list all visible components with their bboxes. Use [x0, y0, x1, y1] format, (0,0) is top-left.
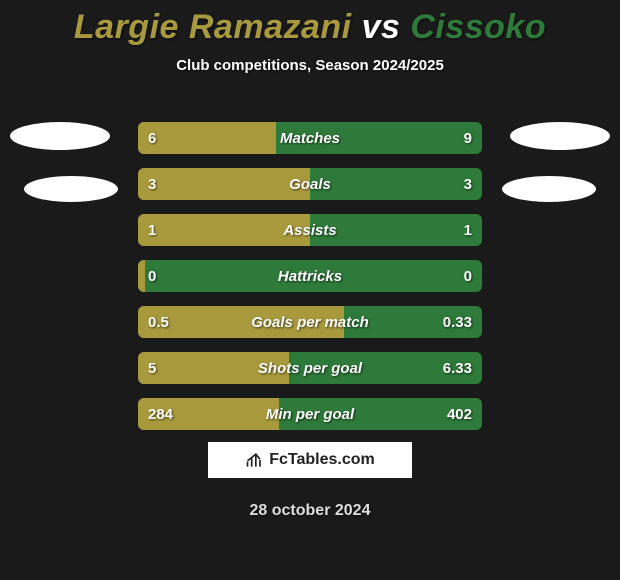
chart-icon — [245, 450, 265, 470]
decor-ellipse-right-1 — [510, 122, 610, 150]
title-vs: vs — [362, 8, 401, 46]
stat-label: Hattricks — [138, 260, 482, 292]
stat-row: 00Hattricks — [138, 260, 482, 292]
brand-badge: FcTables.com — [208, 442, 412, 478]
brand-text: FcTables.com — [269, 451, 375, 469]
stat-label: Goals per match — [138, 306, 482, 338]
stat-row: 56.33Shots per goal — [138, 352, 482, 384]
stat-row: 0.50.33Goals per match — [138, 306, 482, 338]
decor-ellipse-left-1 — [10, 122, 110, 150]
comparison-bars: 69Matches 33Goals 11Assists 00Hattricks 0.50… — [138, 122, 482, 444]
title-player1: Largie Ramazani — [74, 8, 352, 46]
subtitle: Club competitions, Season 2024/2025 — [0, 57, 620, 74]
stat-label: Matches — [138, 122, 482, 154]
page-title: Largie Ramazani vs Cissoko — [0, 0, 620, 47]
stat-label: Assists — [138, 214, 482, 246]
decor-ellipse-right-2 — [502, 176, 596, 202]
stat-label: Shots per goal — [138, 352, 482, 384]
stat-row: 11Assists — [138, 214, 482, 246]
stat-row: 69Matches — [138, 122, 482, 154]
stat-label: Min per goal — [138, 398, 482, 430]
title-player2: Cissoko — [410, 8, 546, 46]
stat-label: Goals — [138, 168, 482, 200]
date-text: 28 october 2024 — [0, 502, 620, 520]
decor-ellipse-left-2 — [24, 176, 118, 202]
stat-row: 33Goals — [138, 168, 482, 200]
stat-row: 284402Min per goal — [138, 398, 482, 430]
